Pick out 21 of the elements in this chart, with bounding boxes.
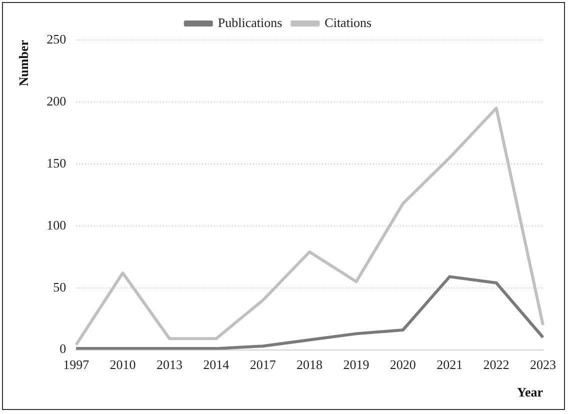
- x-tick-label: 2013: [156, 357, 182, 372]
- y-tick-label: 0: [60, 341, 66, 356]
- x-tick-label: 2020: [390, 357, 416, 372]
- x-tick-label: 2021: [436, 357, 463, 372]
- x-tick-label: 2010: [110, 357, 136, 372]
- y-tick-label: 150: [46, 155, 66, 170]
- y-tick-label: 100: [46, 217, 66, 232]
- x-tick-label: 1997: [63, 357, 90, 372]
- x-tick-label: 2019: [343, 357, 370, 372]
- legend-label: Publications: [218, 14, 282, 30]
- y-tick-label: 200: [46, 93, 66, 108]
- legend-label: Citations: [324, 14, 372, 30]
- y-tick-label: 50: [53, 279, 66, 294]
- x-tick-label: 2023: [530, 357, 556, 372]
- x-tick-label: 2014: [203, 357, 230, 372]
- x-tick-label: 2018: [296, 357, 323, 372]
- x-tick-label: 2017: [250, 357, 276, 372]
- y-tick-label: 250: [46, 31, 66, 46]
- y-axis-title: Number: [16, 40, 32, 86]
- x-tick-label: 2022: [483, 357, 510, 372]
- x-axis-title: Year: [517, 384, 544, 400]
